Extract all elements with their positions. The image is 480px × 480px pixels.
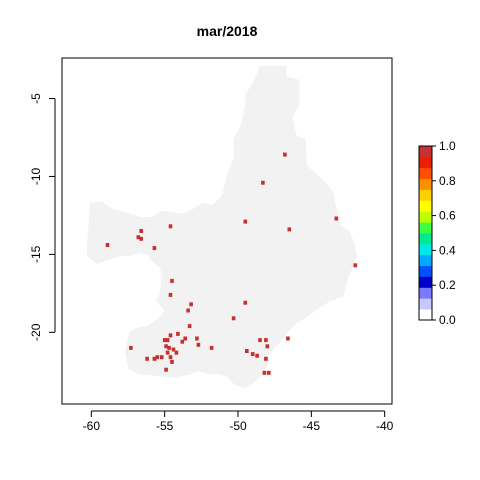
land-region — [87, 66, 357, 389]
occurrence-cell-51 — [267, 371, 271, 375]
occurrence-cell-36 — [160, 355, 164, 359]
occurrence-cell-21 — [169, 333, 173, 337]
legend-tick-label: 1.0 — [439, 139, 456, 153]
occurrence-cell-39 — [145, 357, 149, 361]
chart-title: mar/2018 — [197, 23, 258, 39]
occurrence-cell-23 — [183, 337, 187, 341]
occurrence-cell-5 — [288, 227, 292, 231]
occurrence-cell-25 — [197, 343, 201, 347]
occurrence-cell-11 — [169, 224, 173, 228]
legend-color-segment — [419, 244, 432, 255]
x-tick-label: -40 — [376, 419, 394, 433]
x-tick-label: -50 — [229, 419, 247, 433]
occurrence-cell-30 — [167, 346, 171, 350]
occurrence-cell-26 — [210, 346, 214, 350]
occurrence-cell-50 — [263, 371, 267, 375]
legend-color-segment — [419, 168, 432, 179]
occurrence-cell-16 — [189, 302, 193, 306]
legend-tick-label: 0.4 — [439, 243, 456, 257]
legend-color-segment — [419, 233, 432, 244]
occurrence-cell-28 — [166, 338, 170, 342]
legend-color-segment — [419, 146, 432, 157]
legend-tick-label: 0.0 — [439, 313, 456, 327]
occurrence-cell-14 — [169, 293, 173, 297]
occurrence-cell-35 — [170, 360, 174, 364]
legend-color-segment — [419, 179, 432, 190]
occurrence-cell-6 — [354, 263, 358, 267]
occurrence-cell-15 — [244, 301, 248, 305]
occurrence-cell-1 — [283, 153, 287, 157]
legend-color-segment — [419, 211, 432, 222]
y-tick-label: -10 — [29, 167, 43, 185]
legend-color-segment — [419, 190, 432, 201]
x-tick-label: -55 — [156, 419, 174, 433]
occurrence-cell-41 — [164, 368, 168, 372]
legend-tick-label: 0.2 — [439, 278, 456, 292]
legend-color-segment — [419, 222, 432, 233]
occurrence-cell-24 — [195, 337, 199, 341]
occurrence-cell-9 — [139, 229, 143, 233]
occurrence-cell-46 — [258, 338, 262, 342]
legend-color-segment — [419, 287, 432, 298]
occurrence-cell-48 — [266, 344, 270, 348]
x-axis: -60 -55 -50 -45 -40 — [83, 411, 394, 433]
occurrence-cell-49 — [286, 337, 290, 341]
occurrence-cell-12 — [153, 246, 157, 250]
occurrence-cell-20 — [176, 332, 180, 336]
legend-color-segment — [419, 266, 432, 277]
legend-color-segment — [419, 277, 432, 288]
legend-tick-label: 0.8 — [439, 174, 456, 188]
y-tick-label: -5 — [29, 93, 43, 104]
y-tick-label: -15 — [29, 245, 43, 263]
occurrence-cell-2 — [261, 181, 265, 185]
occurrence-cell-44 — [255, 354, 259, 358]
legend-color-segment — [419, 200, 432, 211]
legend-tick-label: 0.6 — [439, 209, 456, 223]
legend-color-segment — [419, 309, 432, 320]
y-axis: -5 -10 -15 -20 — [29, 93, 55, 341]
occurrence-cell-33 — [166, 351, 170, 355]
occurrence-cell-13 — [170, 279, 174, 283]
occurrence-cell-43 — [251, 352, 255, 356]
occurrence-cell-4 — [335, 217, 339, 221]
occurrence-cell-47 — [264, 338, 268, 342]
x-tick-label: -45 — [303, 419, 321, 433]
occurrence-cell-40 — [129, 346, 133, 350]
legend-color-segment — [419, 157, 432, 168]
occurrence-cell-10 — [139, 237, 143, 241]
occurrence-cell-18 — [232, 316, 236, 320]
legend-color-segment — [419, 255, 432, 266]
occurrence-cell-38 — [153, 357, 157, 361]
occurrence-cell-7 — [106, 243, 110, 247]
occurrence-cell-32 — [175, 351, 179, 355]
legend-color-segment — [419, 298, 432, 309]
occurrence-cell-45 — [264, 357, 268, 361]
occurrence-cell-34 — [169, 355, 173, 359]
color-legend: 0.0 0.2 0.4 0.6 0.8 1.0 — [419, 139, 456, 327]
occurrence-cell-42 — [245, 349, 249, 353]
occurrence-cell-3 — [244, 220, 248, 224]
y-tick-label: -20 — [29, 323, 43, 341]
map-plot-area — [87, 66, 357, 389]
occurrence-cell-19 — [188, 324, 192, 328]
occurrence-cell-17 — [186, 309, 190, 313]
x-tick-label: -60 — [83, 419, 101, 433]
